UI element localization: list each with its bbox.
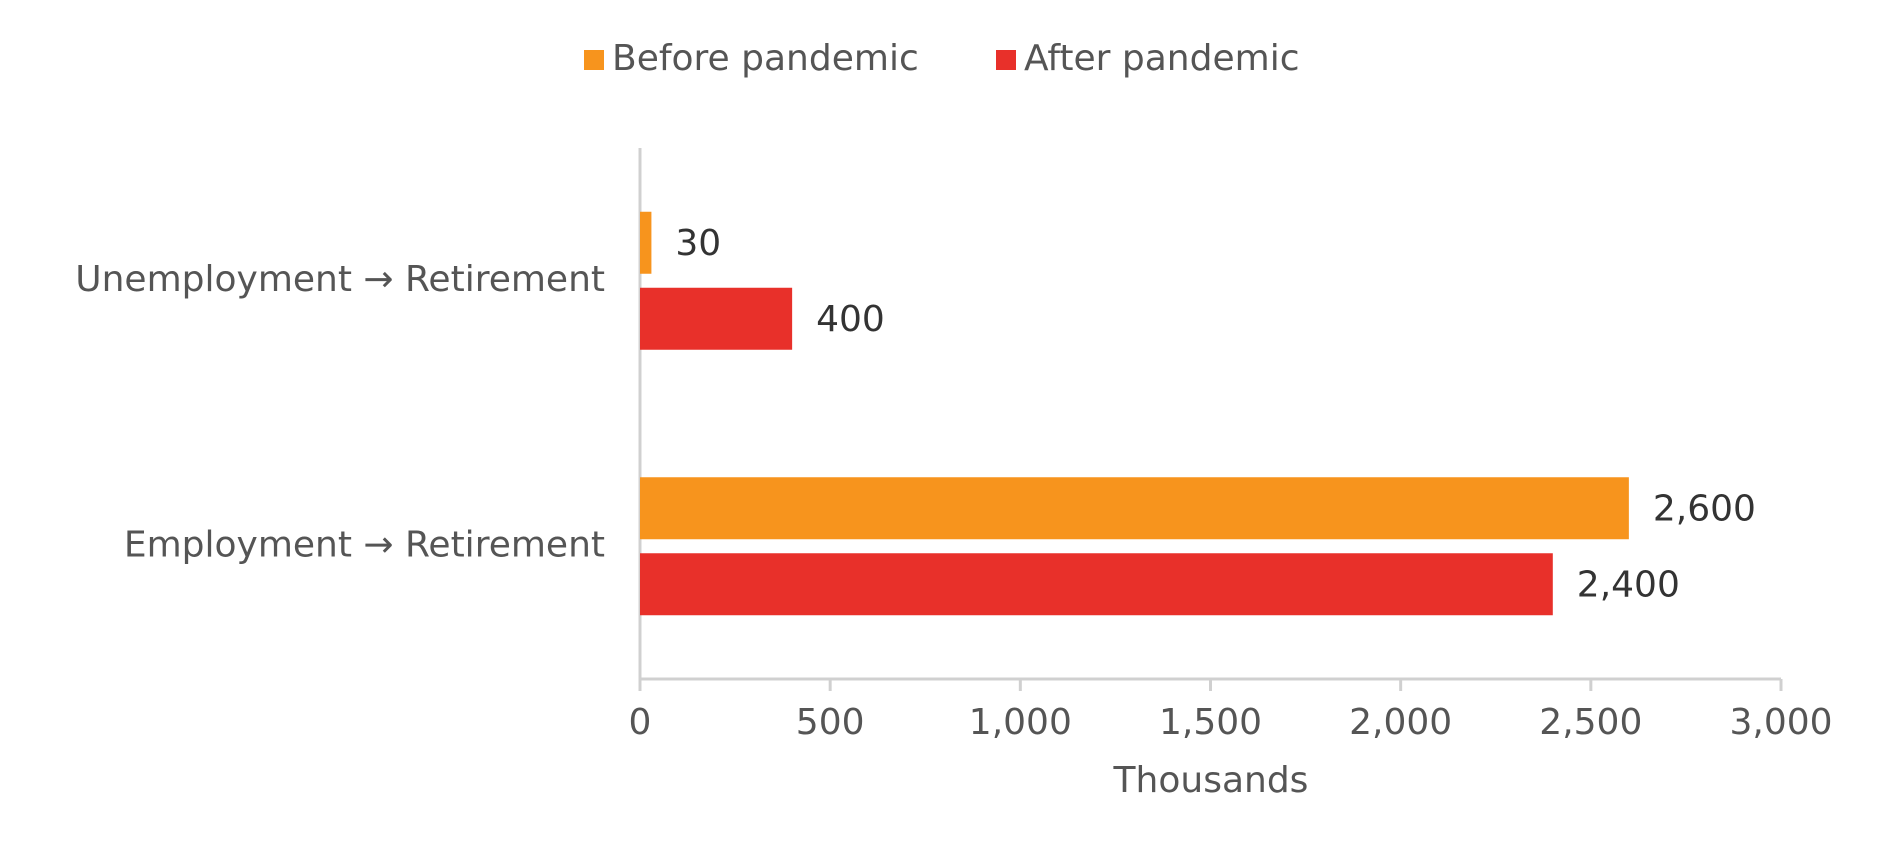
value-label: 2,400 — [1577, 564, 1680, 605]
value-label: 2,600 — [1653, 488, 1756, 529]
x-tick-label: 2,000 — [1349, 702, 1452, 743]
x-axis-title: Thousands — [1113, 760, 1309, 801]
y-tick-label: Employment → Retirement — [124, 524, 605, 565]
y-tick-label: Unemployment → Retirement — [75, 259, 605, 300]
x-tick-label: 1,500 — [1159, 702, 1262, 743]
legend-label: After pandemic — [1024, 38, 1299, 79]
x-tick-label: 0 — [629, 702, 652, 743]
bar — [640, 211, 652, 274]
x-tick-label: 2,500 — [1539, 702, 1642, 743]
x-tick-label: 500 — [796, 702, 865, 743]
bar — [640, 553, 1553, 616]
value-label: 30 — [675, 223, 721, 264]
x-tick-label: 3,000 — [1729, 702, 1832, 743]
bar — [640, 287, 793, 350]
bar — [640, 477, 1629, 540]
legend-label: Before pandemic — [612, 38, 919, 79]
value-label: 400 — [816, 299, 885, 340]
x-tick-label: 1,000 — [969, 702, 1072, 743]
legend-swatch — [584, 50, 604, 70]
legend-swatch — [996, 50, 1016, 70]
